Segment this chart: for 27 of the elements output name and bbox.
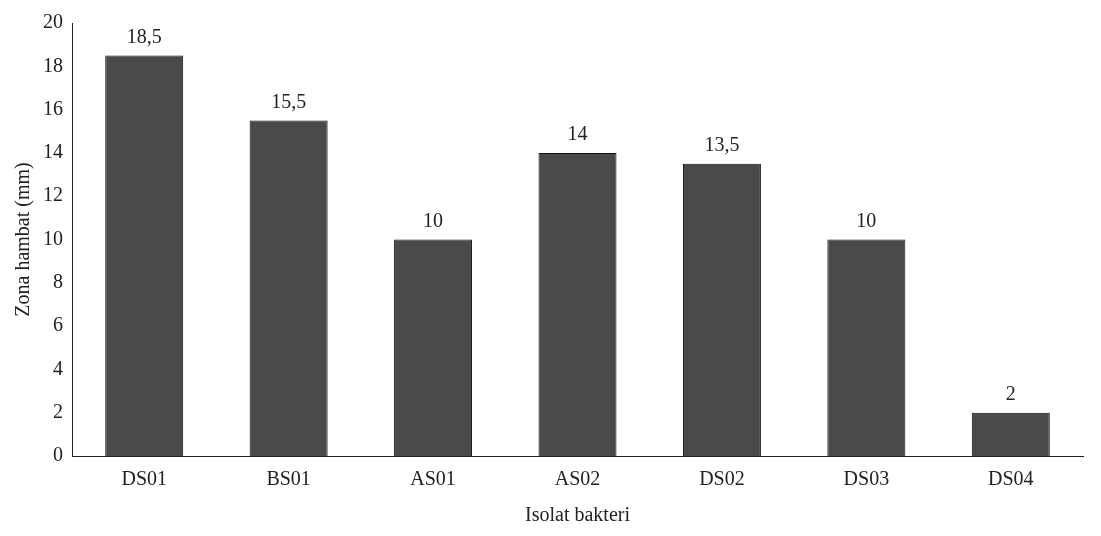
x-tick-label: BS01	[266, 467, 311, 490]
y-tick-label: 0	[53, 443, 63, 466]
data-label: 2	[1005, 381, 1016, 404]
y-axis-title: Zona hambat (mm)	[11, 162, 35, 317]
y-tick-label: 16	[43, 96, 63, 119]
x-tick-label: AS01	[410, 467, 456, 490]
data-label: 10	[423, 208, 444, 231]
x-tick-label: DS01	[121, 467, 167, 490]
x-tick-label: AS02	[554, 467, 601, 490]
y-tick-label: 14	[43, 140, 63, 163]
x-tick-label: DS03	[843, 467, 890, 490]
y-tick-label: 10	[43, 226, 63, 249]
y-tick-label: 18	[43, 53, 63, 76]
x-tick-label: DS04	[988, 467, 1034, 490]
y-tick-label: 2	[53, 399, 63, 422]
y-tick-label: 12	[43, 183, 63, 206]
data-label: 15,5	[271, 89, 307, 112]
data-label: 10	[856, 208, 877, 231]
data-label: 14	[567, 122, 588, 145]
data-label: 18,5	[126, 24, 162, 47]
data-label: 13,5	[704, 132, 740, 155]
y-tick-label: 4	[53, 356, 63, 379]
y-tick-label: 8	[53, 270, 63, 293]
x-axis-title: Isolat bakteri	[525, 503, 631, 526]
y-tick-label: 20	[43, 10, 63, 33]
x-tick-label: DS02	[699, 467, 745, 490]
y-tick-label: 6	[53, 313, 63, 336]
